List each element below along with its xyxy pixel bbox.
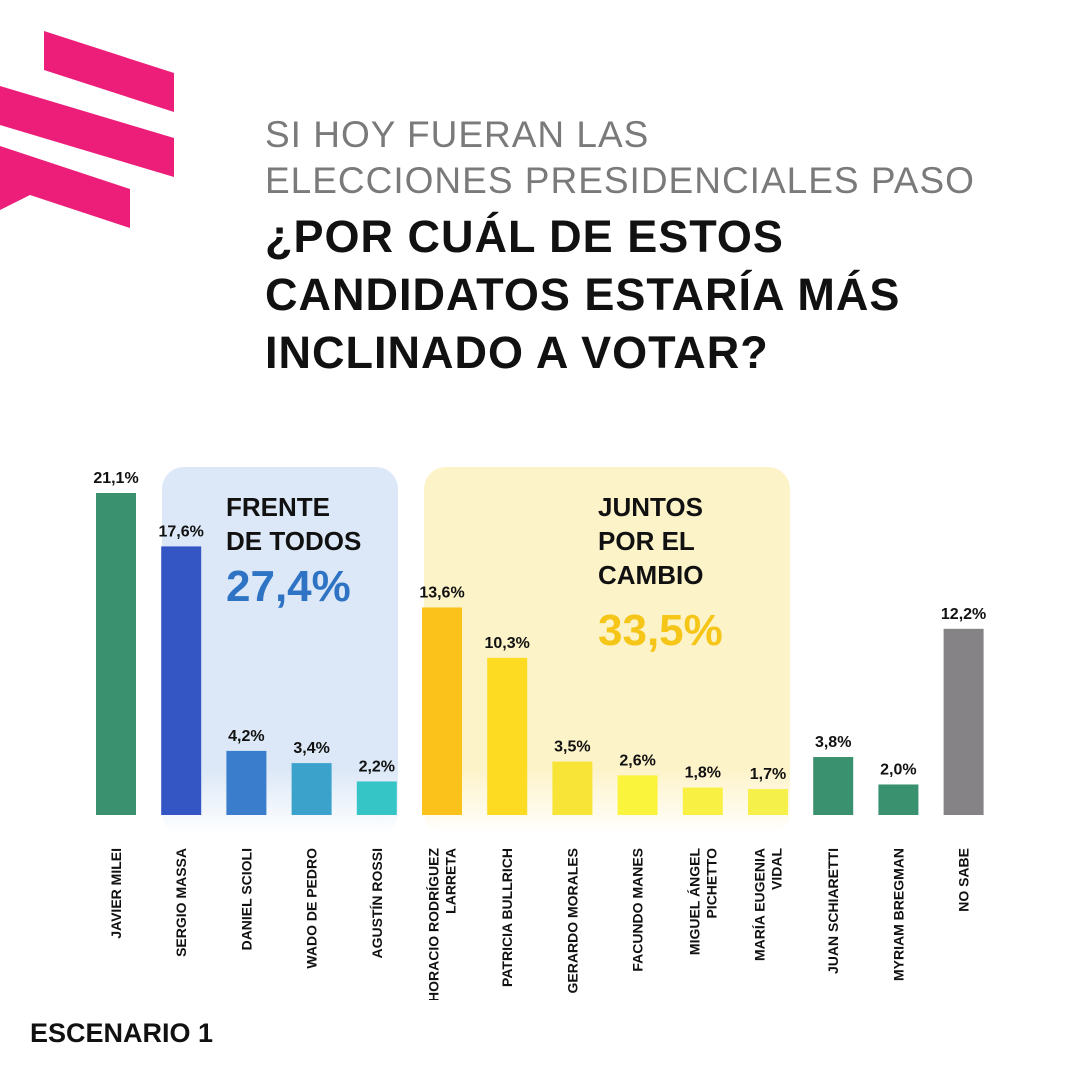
jxc-label-line: CAMBIO [598, 560, 704, 590]
title-line: CANDIDATOS ESTARÍA MÁS [265, 269, 901, 320]
jxc-label-line: JUNTOS [598, 492, 703, 522]
bar [161, 546, 202, 815]
bar [617, 775, 658, 815]
category-label-line: LARRETA [443, 848, 459, 914]
category-label: DANIEL SCIOLI [238, 848, 254, 950]
bar-value-label: 3,5% [554, 739, 590, 756]
category-label-line: VIDAL [769, 848, 785, 890]
category-label-line: NO SABE [956, 848, 972, 912]
category-label-line: GERARDO MORALES [564, 848, 580, 993]
title-line: ¿POR CUÁL DE ESTOS [265, 211, 784, 262]
jxc-group-label: JUNTOS POR EL CAMBIO [598, 490, 703, 592]
bar [226, 750, 267, 815]
category-label-line: MIGUEL ÁNGEL [686, 848, 702, 956]
bar-value-label: 12,2% [941, 606, 986, 623]
category-label: PATRICIA BULLRICH [499, 848, 515, 987]
category-label-line: FACUNDO MANES [630, 848, 646, 972]
category-label: AGUSTÍN ROSSI [369, 848, 385, 958]
bar-value-label: 1,7% [750, 766, 786, 783]
bar [943, 628, 984, 815]
category-label-line: PATRICIA BULLRICH [499, 848, 515, 987]
jxc-group-total: 33,5% [598, 606, 723, 655]
category-label-line: SERGIO MASSA [173, 848, 189, 957]
bar-value-label: 2,6% [619, 752, 655, 769]
category-label: SERGIO MASSA [173, 848, 189, 957]
page-title: ¿POR CUÁL DE ESTOS CANDIDATOS ESTARÍA MÁ… [265, 208, 900, 382]
subtitle-line: SI HOY FUERAN LAS [265, 114, 650, 155]
category-label: GERARDO MORALES [564, 848, 580, 993]
jxc-label-line: POR EL [598, 526, 695, 556]
category-label-line: DANIEL SCIOLI [238, 848, 254, 950]
category-label: JAVIER MILEI [108, 848, 124, 939]
bar [552, 761, 593, 815]
bar [813, 757, 854, 815]
bar [878, 784, 919, 815]
chart-svg: 21,1% JAVIER MILEI 17,6% SERGIO MASSA 4,2% DA… [93, 467, 986, 1002]
category-label: MIGUEL ÁNGEL PICHETTO [686, 848, 719, 956]
category-label-line: PICHETTO [703, 848, 719, 919]
fdt-group-background [162, 467, 398, 835]
bar-value-label: 2,2% [359, 758, 395, 775]
page-subtitle: SI HOY FUERAN LAS ELECCIONES PRESIDENCIA… [265, 112, 975, 204]
bar [487, 657, 528, 815]
bar-value-label: 17,6% [159, 523, 204, 540]
bar [356, 781, 397, 815]
subtitle-line: ELECCIONES PRESIDENCIALES PASO [265, 160, 975, 201]
bar-value-label: 3,4% [293, 740, 329, 757]
category-label-line: AGUSTÍN ROSSI [369, 848, 385, 958]
fdt-group-label: FRENTE DE TODOS [226, 490, 361, 558]
category-label-line: MARÍA EUGENIA [752, 848, 768, 961]
fdt-label-line: FRENTE [226, 492, 330, 522]
category-label: HORACIO RODRÍGUEZ LARRETA [426, 848, 459, 1002]
bar [682, 787, 723, 815]
bar-value-label: 1,8% [685, 765, 721, 782]
bar-value-label: 13,6% [419, 584, 464, 601]
bar-value-label: 4,2% [228, 728, 264, 745]
category-label-line: HORACIO RODRÍGUEZ [426, 848, 442, 1000]
bar [291, 763, 332, 815]
category-label: JUAN SCHIARETTI [825, 848, 841, 974]
brand-logo-icon [0, 31, 174, 228]
bar-value-label: 2,0% [880, 761, 916, 778]
category-label-line: WADO DE PEDRO [304, 848, 320, 969]
bar [748, 789, 788, 815]
bar [422, 607, 462, 815]
scenario-label: ESCENARIO 1 [30, 1018, 214, 1048]
category-label: MYRIAM BREGMAN [890, 848, 906, 981]
category-label: NO SABE [956, 848, 972, 912]
bar-chart: 21,1% JAVIER MILEI 17,6% SERGIO MASSA 4,2% DA… [0, 440, 1080, 1002]
bar-value-label: 10,3% [485, 635, 530, 652]
bar-value-label: 3,8% [815, 734, 851, 751]
bars-layer: 21,1% JAVIER MILEI 17,6% SERGIO MASSA 4,2% DA… [93, 470, 986, 1002]
category-label-line: JAVIER MILEI [108, 848, 124, 939]
title-line: INCLINADO A VOTAR? [265, 327, 769, 378]
bar [96, 493, 136, 815]
category-label-line: JUAN SCHIARETTI [825, 848, 841, 974]
bar-value-label: 21,1% [93, 470, 138, 487]
fdt-group-total: 27,4% [226, 562, 351, 611]
fdt-label-line: DE TODOS [226, 526, 362, 556]
category-label: FACUNDO MANES [630, 848, 646, 972]
category-label-line: MYRIAM BREGMAN [890, 848, 906, 981]
category-label: MARÍA EUGENIA VIDAL [752, 848, 785, 961]
category-label: WADO DE PEDRO [304, 848, 320, 969]
